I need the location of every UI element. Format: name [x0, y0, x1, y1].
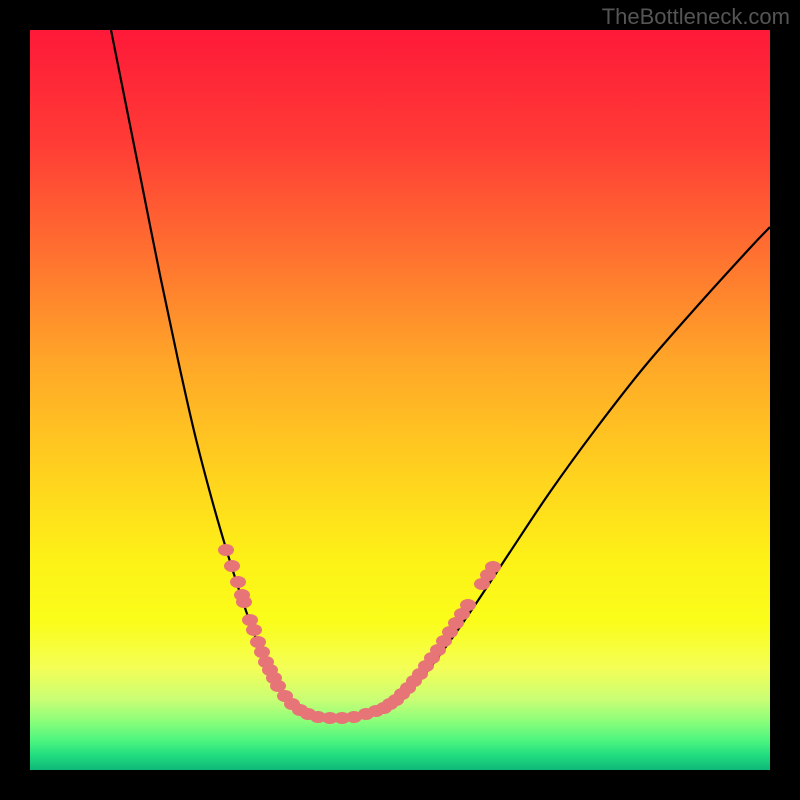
curve-marker — [218, 544, 234, 556]
gradient-background — [30, 30, 770, 770]
v-curve-chart — [30, 30, 770, 770]
plot-area — [30, 30, 770, 770]
curve-marker — [246, 624, 262, 636]
curve-marker — [236, 596, 252, 608]
chart-outer-frame: TheBottleneck.com — [0, 0, 800, 800]
curve-marker — [485, 561, 501, 573]
watermark-text: TheBottleneck.com — [602, 4, 790, 30]
curve-marker — [230, 576, 246, 588]
curve-marker — [224, 560, 240, 572]
curve-marker — [460, 599, 476, 611]
